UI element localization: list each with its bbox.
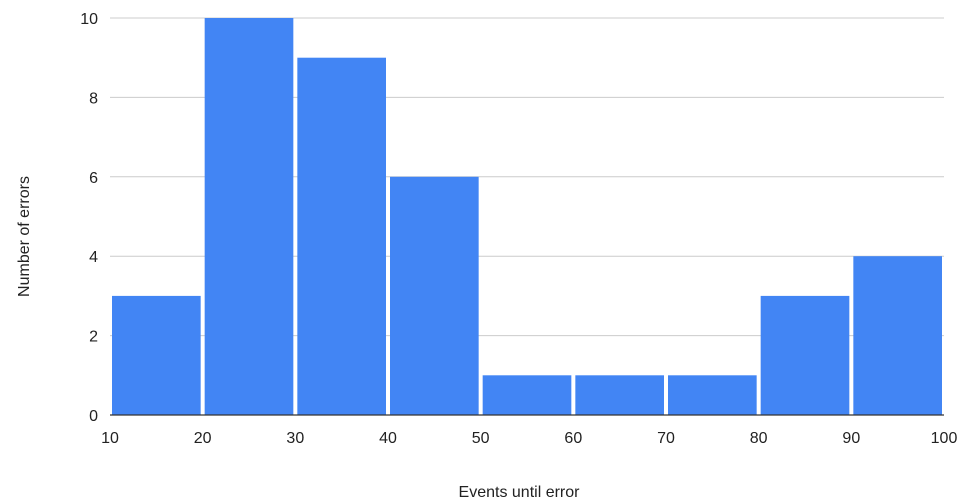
x-tick-label: 90: [842, 430, 860, 447]
x-tick-label: 30: [286, 430, 304, 447]
y-tick-label: 8: [89, 90, 98, 107]
x-tick-label: 80: [750, 430, 768, 447]
x-tick-label: 100: [931, 430, 958, 447]
histogram-bar: [575, 375, 664, 415]
y-tick-label: 0: [89, 408, 98, 425]
histogram-bar: [204, 18, 294, 415]
x-axis-title: Events until error: [459, 484, 581, 501]
histogram-bar: [853, 256, 942, 415]
x-tick-label: 60: [564, 430, 582, 447]
y-tick-label: 4: [89, 249, 98, 266]
histogram-bar: [112, 295, 201, 415]
histogram-bar: [390, 176, 479, 415]
y-axis-title: Number of errors: [16, 176, 33, 297]
y-tick-label: 6: [89, 170, 98, 187]
bars: [112, 18, 942, 415]
x-tick-label: 20: [194, 430, 212, 447]
y-tick-label: 10: [80, 11, 98, 28]
histogram-bar: [668, 375, 757, 415]
x-tick-label: 40: [379, 430, 397, 447]
axes: 0 2 4 6 8 10 10 20 30 40 50 60 70 80 90 100: [80, 11, 957, 447]
x-tick-label: 10: [101, 430, 119, 447]
y-tick-label: 2: [89, 329, 98, 346]
histogram-bar: [482, 375, 572, 415]
histogram-bar: [760, 295, 850, 415]
histogram-bar: [297, 57, 386, 415]
x-tick-label: 50: [472, 430, 490, 447]
x-tick-label: 70: [657, 430, 675, 447]
